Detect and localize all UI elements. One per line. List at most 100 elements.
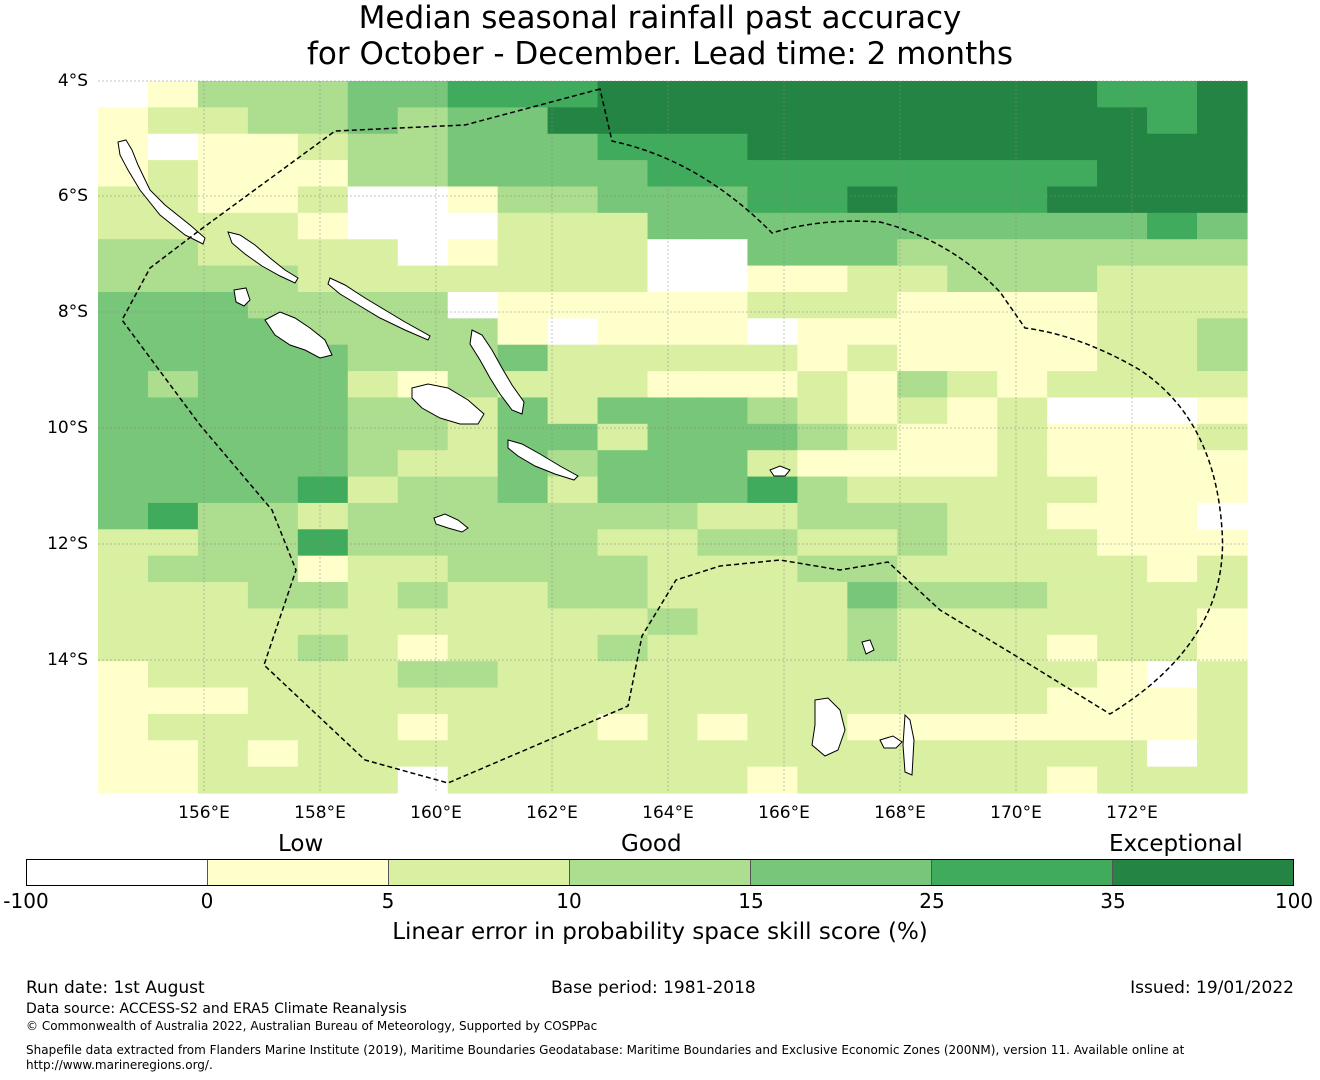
skill-cell (747, 291, 798, 319)
skill-cell (397, 450, 449, 478)
island-rennell (433, 513, 469, 533)
skill-cell (897, 291, 948, 319)
legend-tick: 35 (1100, 889, 1126, 913)
skill-cell (147, 371, 199, 399)
skill-cell (847, 502, 898, 530)
skill-cell (1147, 239, 1198, 267)
skill-cell (997, 186, 1048, 214)
skill-cell (497, 265, 549, 293)
data-source: Data source: ACCESS-S2 and ERA5 Climate … (26, 1001, 407, 1017)
skill-cell (1147, 661, 1198, 689)
skill-cell (847, 397, 898, 425)
skill-cell (797, 423, 848, 451)
skill-cell (947, 160, 998, 188)
colorbar-segment (1113, 860, 1293, 885)
skill-cell (297, 687, 349, 715)
skill-cell (1097, 133, 1148, 161)
skill-cell (497, 529, 549, 557)
skill-cell (697, 291, 749, 319)
skill-cell (397, 740, 449, 768)
skill-cell (597, 661, 649, 689)
skill-cell (1047, 766, 1098, 794)
skill-cell (747, 186, 798, 214)
skill-cell (197, 423, 249, 451)
skill-cell (547, 740, 599, 768)
skill-cell (797, 371, 848, 399)
skill-cell (797, 344, 848, 372)
skill-cell (597, 476, 649, 504)
skill-cell (547, 107, 599, 135)
legend-tick: 100 (1274, 889, 1314, 913)
skill-cell (597, 713, 649, 741)
skill-cell (197, 661, 249, 689)
skill-cell (1047, 661, 1098, 689)
lon-label: 166°E (758, 803, 810, 823)
skill-cell (447, 133, 499, 161)
skill-cell (497, 634, 549, 662)
skill-cell (947, 318, 998, 346)
lon-label: 158°E (294, 803, 346, 823)
skill-cell (98, 476, 149, 504)
skill-cell (797, 81, 848, 108)
skill-cell (547, 265, 599, 293)
skill-cell (897, 661, 948, 689)
skill-cell (1197, 450, 1248, 478)
skill-cell (597, 344, 649, 372)
skill-cell (447, 555, 499, 583)
skill-cell (297, 502, 349, 530)
skill-cell (98, 291, 149, 319)
skill-cell (297, 371, 349, 399)
lat-label: 6°S (57, 186, 88, 206)
skill-cell (147, 81, 199, 108)
skill-cell (747, 634, 798, 662)
lat-label: 14°S (47, 650, 88, 670)
skill-cell (797, 239, 848, 267)
skill-cell (497, 81, 549, 108)
skill-cell (647, 265, 699, 293)
skill-cell (847, 450, 898, 478)
skill-cell (697, 582, 749, 610)
issued-date: Issued: 19/01/2022 (1130, 978, 1294, 998)
skill-cell (1197, 634, 1248, 662)
skill-cell (647, 713, 699, 741)
skill-cell (147, 344, 199, 372)
skill-cell (897, 608, 948, 636)
skill-cell (197, 766, 249, 794)
skill-cell (98, 107, 149, 135)
skill-cell (547, 160, 599, 188)
skill-cell (147, 582, 199, 610)
skill-cell (147, 502, 199, 530)
skill-cell (397, 265, 449, 293)
skill-cell (1147, 160, 1198, 188)
copyright: © Commonwealth of Australia 2022, Austra… (26, 1019, 598, 1033)
skill-cell (747, 212, 798, 240)
skill-cell (997, 740, 1048, 768)
skill-cell (697, 344, 749, 372)
skill-cell (1097, 371, 1148, 399)
skill-cell (797, 318, 848, 346)
skill-cell (697, 160, 749, 188)
skill-cell (397, 476, 449, 504)
skill-cell (1147, 81, 1198, 108)
skill-cell (1097, 212, 1148, 240)
skill-cell (997, 582, 1048, 610)
skill-cell (547, 687, 599, 715)
skill-cell (197, 582, 249, 610)
skill-cell (747, 687, 798, 715)
skill-cell (597, 423, 649, 451)
skill-cell (797, 160, 848, 188)
island-ndende (769, 465, 791, 477)
skill-cell (397, 186, 449, 214)
skill-cell (197, 502, 249, 530)
skill-cell (647, 766, 699, 794)
skill-cell (797, 397, 848, 425)
skill-cell (697, 397, 749, 425)
skill-cell (1097, 476, 1148, 504)
skill-cell (947, 107, 998, 135)
skill-cell (847, 318, 898, 346)
skill-cell (1047, 81, 1098, 108)
skill-cell (697, 502, 749, 530)
skill-cell (197, 107, 249, 135)
skill-cell (1097, 186, 1148, 214)
skill-cell (747, 265, 798, 293)
